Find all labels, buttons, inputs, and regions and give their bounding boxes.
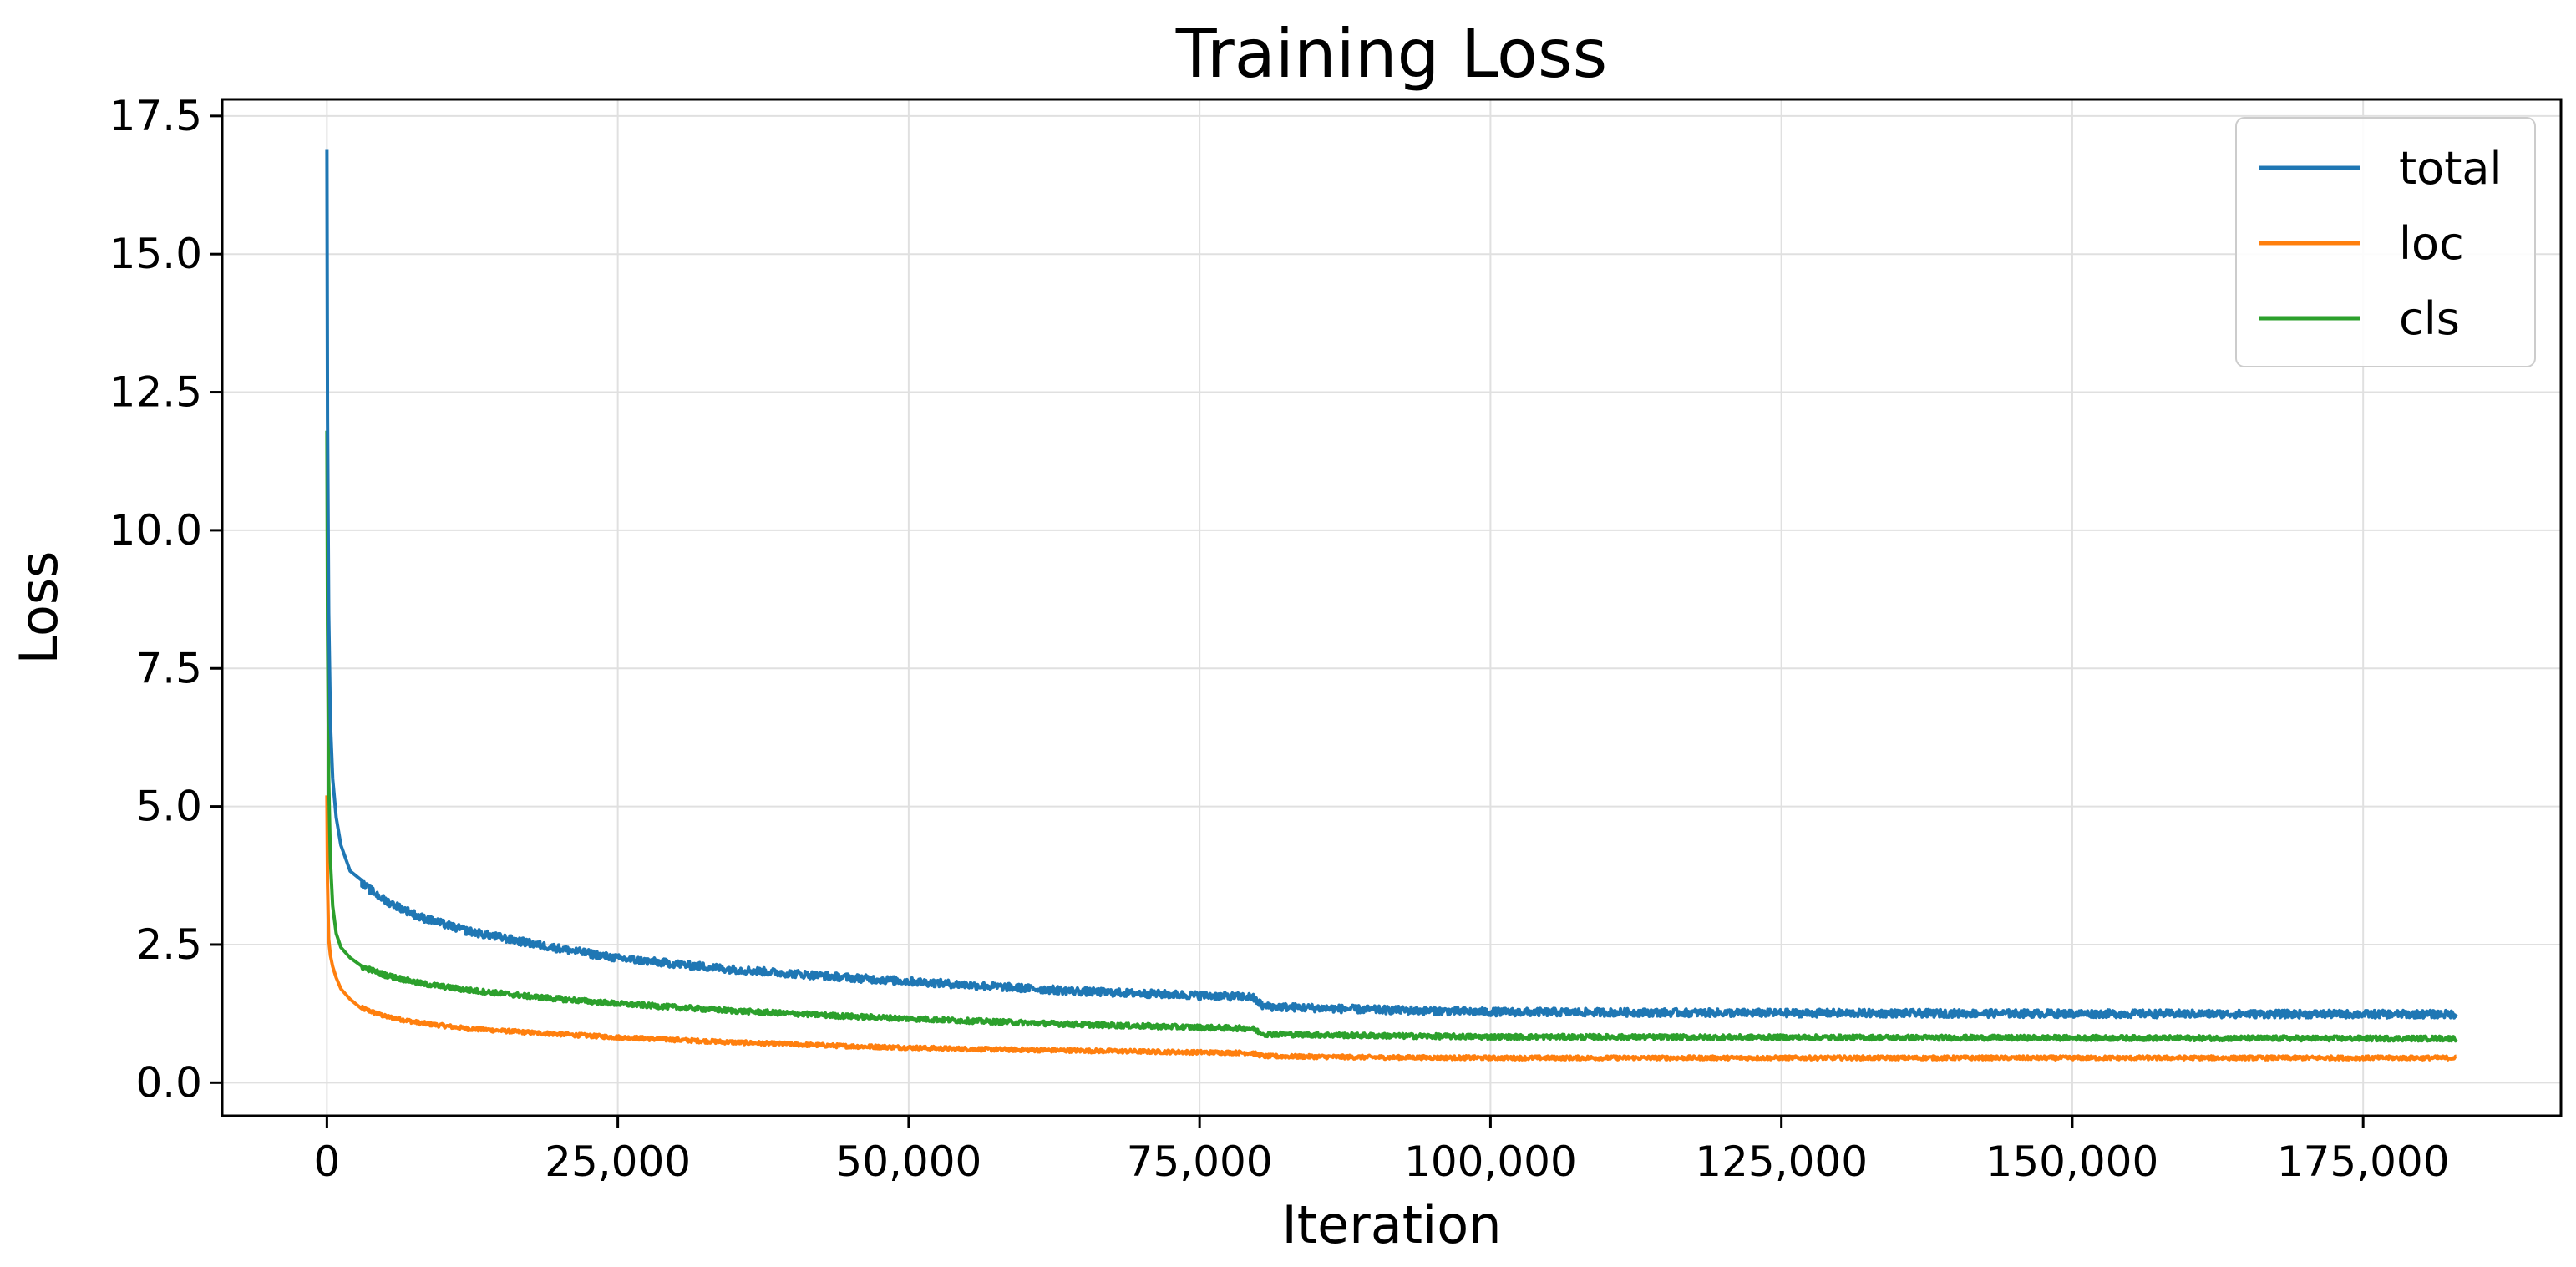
legend-label-loc: loc (2399, 217, 2464, 270)
y-tick-label: 2.5 (135, 920, 202, 969)
x-tick-label: 50,000 (835, 1138, 981, 1186)
x-tick-label: 75,000 (1127, 1138, 1273, 1186)
series-line-total (325, 149, 2458, 1020)
series-line-cls (325, 430, 2458, 1043)
y-tick-label: 17.5 (109, 92, 202, 140)
y-axis-ticks: 0.0 2.5 5.0 7.5 10.0 12.5 15.0 17.5 (109, 92, 222, 1107)
y-tick-label: 10.0 (109, 506, 202, 555)
legend-label-cls: cls (2399, 292, 2460, 345)
x-axis-label: Iteration (1282, 1194, 1502, 1255)
x-tick-label: 125,000 (1695, 1138, 1868, 1186)
x-tick-label: 100,000 (1404, 1138, 1577, 1186)
y-axis-label: Loss (8, 551, 69, 665)
x-tick-label: 175,000 (2277, 1138, 2450, 1186)
x-tick-label: 25,000 (545, 1138, 691, 1186)
series-line-loc (325, 795, 2457, 1062)
legend: total loc cls (2235, 117, 2536, 367)
y-tick-label: 0.0 (135, 1058, 202, 1107)
legend-label-total: total (2399, 142, 2502, 195)
series-lines (325, 149, 2458, 1062)
y-tick-label: 7.5 (135, 644, 202, 692)
chart-title: Training Loss (1175, 15, 1608, 93)
grid-lines (222, 99, 2561, 1116)
x-tick-label: 150,000 (1986, 1138, 2159, 1186)
y-tick-label: 12.5 (109, 368, 202, 417)
x-axis-ticks: 0 25,000 50,000 75,000 100,000 125,000 150,000… (313, 1116, 2450, 1186)
y-tick-label: 5.0 (135, 783, 202, 831)
y-tick-label: 15.0 (109, 230, 202, 278)
x-tick-label: 0 (313, 1138, 340, 1186)
legend-box (2235, 117, 2536, 367)
plot-frame (221, 98, 2563, 1117)
